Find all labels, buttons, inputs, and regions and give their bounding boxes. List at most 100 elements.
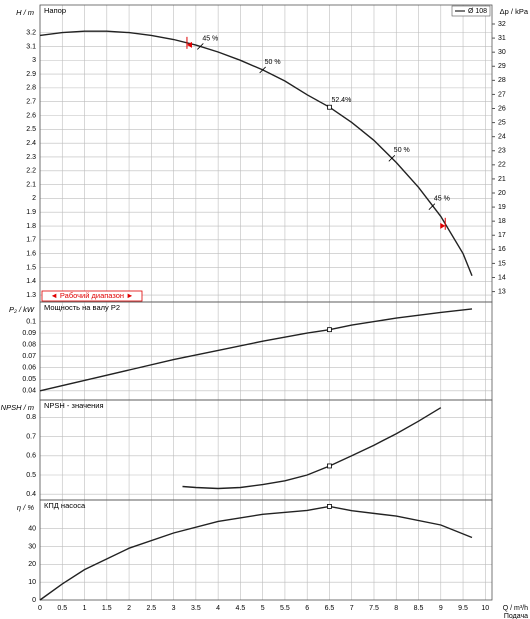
y-tick-label: 2.2 — [26, 168, 36, 175]
y-tick-label: 2.9 — [26, 71, 36, 78]
x-tick-label: 10 — [481, 605, 489, 612]
x-tick-label: 7.5 — [369, 605, 379, 612]
y2-tick-label: 25 — [498, 119, 506, 126]
x-tick-label: 5 — [261, 605, 265, 612]
y2-tick-label: 26 — [498, 105, 506, 112]
range-arrow — [440, 222, 446, 229]
curve — [39, 505, 473, 601]
y-tick-label: 1.7 — [26, 237, 36, 244]
duty-point — [327, 504, 332, 509]
y-tick-label: 20 — [28, 561, 36, 568]
duty-point — [327, 104, 332, 110]
panel-frame — [39, 4, 493, 303]
y-tick-label: 2.8 — [26, 85, 36, 92]
x-tick-label: 2 — [127, 605, 131, 612]
y-tick-label: 0.4 — [26, 491, 36, 498]
y2-tick-label: 30 — [498, 49, 506, 56]
y2-tick-label: 13 — [498, 288, 506, 295]
panel-title: Мощность на валу P2 — [44, 303, 120, 312]
y-axis-label: NPSH / m — [1, 403, 34, 412]
x-tick-label: 4.5 — [236, 605, 246, 612]
x-tick-label: 3 — [172, 605, 176, 612]
efficiency-tick — [428, 203, 436, 210]
y2-tick-label: 20 — [498, 190, 506, 197]
y-tick-label: 0.04 — [22, 388, 36, 395]
y-tick-label: 40 — [28, 525, 36, 532]
efficiency-tick — [259, 66, 266, 74]
x-tick-label: 7 — [350, 605, 354, 612]
y-tick-label: 2.4 — [26, 140, 36, 147]
y-tick-label: 30 — [28, 543, 36, 550]
duty-point — [327, 463, 332, 469]
x-tick-label: 9 — [439, 605, 443, 612]
x-axis-label: Q / m³/h — [503, 605, 528, 612]
y-tick-label: 0.1 — [26, 318, 36, 325]
y-tick-label: 0.05 — [22, 376, 36, 383]
y-tick-label: 0.09 — [22, 330, 36, 337]
y-tick-label: 3 — [32, 57, 36, 64]
y2-tick-label: 19 — [498, 204, 506, 211]
y-tick-label: 2.1 — [26, 181, 36, 188]
efficiency-tick — [388, 155, 396, 162]
y-tick-label: 1.3 — [26, 292, 36, 299]
y2-tick-label: 31 — [498, 35, 506, 42]
y2-tick-label: 17 — [498, 232, 506, 239]
x-tick-label: 2.5 — [146, 605, 156, 612]
y2-tick-label: 16 — [498, 246, 506, 253]
y2-tick-label: 23 — [498, 148, 506, 155]
y-tick-label: 0.5 — [26, 472, 36, 479]
y-axis-label: P₂ / kW — [9, 305, 35, 314]
y-tick-label: 2.5 — [26, 126, 36, 133]
y2-tick-label: 15 — [498, 260, 506, 267]
curve — [39, 308, 473, 392]
y-tick-label: 3.1 — [26, 43, 36, 50]
y-tick-label: 0.07 — [22, 353, 36, 360]
efficiency-label: 45 % — [434, 196, 450, 203]
x-tick-label: 9.5 — [458, 605, 468, 612]
efficiency-label: 50 % — [394, 147, 410, 154]
legend-box — [451, 5, 491, 17]
panel-title: КПД насоса — [44, 501, 86, 510]
x-tick-label: 8.5 — [414, 605, 424, 612]
panel-frame — [39, 399, 493, 501]
y2-tick-label: 28 — [498, 77, 506, 84]
legend-label: Ø 108 — [468, 8, 487, 15]
y-tick-label: 1.9 — [26, 209, 36, 216]
x-tick-label: 6 — [305, 605, 309, 612]
y-tick-label: 0.6 — [26, 453, 36, 460]
x-tick-label: 1 — [83, 605, 87, 612]
x-tick-label: 0.5 — [57, 605, 67, 612]
x-tick-label: 4 — [216, 605, 220, 612]
y2-tick-label: 29 — [498, 63, 506, 70]
x-tick-label: 0 — [38, 605, 42, 612]
y-tick-label: 0.7 — [26, 433, 36, 440]
range-arrow — [186, 41, 192, 48]
x-tick-label: 5.5 — [280, 605, 290, 612]
y-tick-label: 10 — [28, 579, 36, 586]
x-tick-label: 6.5 — [325, 605, 335, 612]
y2-tick-label: 21 — [498, 176, 506, 183]
panel-title: Напор — [44, 6, 66, 15]
y-tick-label: 3.2 — [26, 29, 36, 36]
efficiency-tick — [197, 43, 204, 50]
y2-tick-label: 32 — [498, 21, 506, 28]
y-tick-label: 2.7 — [26, 99, 36, 106]
x-tick-label: 8 — [394, 605, 398, 612]
y-axis-label: η / % — [17, 503, 34, 512]
range-label-box — [41, 290, 143, 302]
efficiency-label: 50 % — [265, 59, 281, 66]
y-tick-label: 1.5 — [26, 264, 36, 271]
y-axis-label: H / m — [16, 8, 34, 17]
y2-tick-label: 27 — [498, 91, 506, 98]
panel-frame — [39, 301, 493, 401]
curve — [182, 407, 442, 490]
y2-tick-label: 24 — [498, 134, 506, 141]
y-tick-label: 1.6 — [26, 250, 36, 257]
duty-label: 52.4% — [331, 97, 351, 104]
y2-tick-label: 18 — [498, 218, 506, 225]
y2-tick-label: 22 — [498, 162, 506, 169]
y2-tick-label: 14 — [498, 274, 506, 281]
y-tick-label: 0.8 — [26, 414, 36, 421]
efficiency-label: 45 % — [202, 35, 218, 42]
